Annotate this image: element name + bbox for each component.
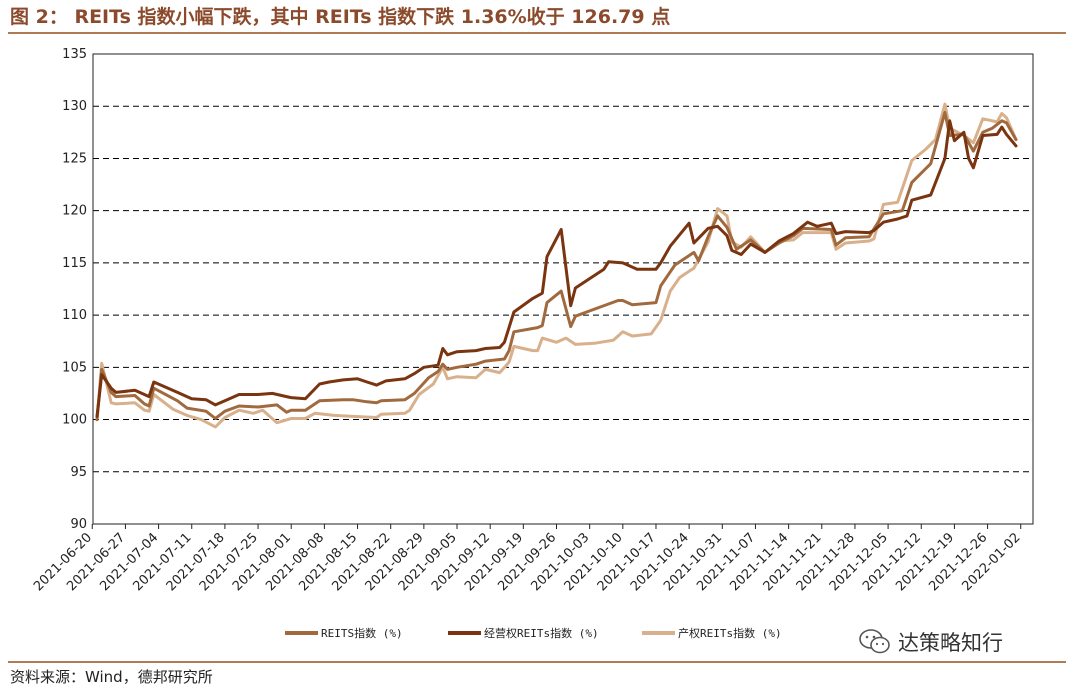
legend-label: REITS指数 (%) (321, 626, 403, 640)
y-tick-label: 130 (62, 99, 87, 114)
x-axis: 2021-06-202021-06-272021-07-042021-07-11… (31, 524, 1024, 594)
figure-title: 图 2： REITs 指数小幅下跌，其中 REITs 指数下跌 1.36%收于 … (10, 6, 671, 28)
watermark: 达策略知行 (858, 622, 1003, 662)
y-tick-label: 90 (70, 517, 87, 532)
y-tick-label: 100 (62, 413, 87, 428)
y-axis: 90 95 100 105 110 115 120 125 130 135 (62, 47, 87, 532)
y-tick-label: 135 (62, 47, 87, 62)
legend-label: 产权REITs指数 (%) (678, 626, 782, 640)
y-tick-label: 120 (62, 204, 87, 219)
wechat-icon (859, 629, 890, 654)
series-line (95, 111, 1018, 422)
y-tick-label: 110 (62, 308, 87, 323)
source-rule (8, 661, 1066, 663)
y-tick-label: 95 (70, 465, 87, 480)
source-note: 资料来源：Wind，德邦研究所 (10, 668, 213, 686)
title-rule (8, 32, 1066, 34)
watermark-text: 达策略知行 (898, 631, 1003, 655)
legend: REITS指数 (%) 经营权REITs指数 (%) 产权REITs指数 (%) (285, 626, 782, 640)
series-line (95, 102, 1018, 429)
legend-label: 经营权REITs指数 (%) (484, 626, 599, 640)
series-line (95, 119, 1018, 418)
y-tick-label: 115 (62, 256, 87, 271)
series-lines (95, 102, 1018, 429)
y-tick-label: 105 (62, 360, 87, 375)
plot-frame (92, 53, 1034, 525)
y-tick-label: 125 (62, 151, 87, 166)
grid-lines (93, 53, 1033, 473)
